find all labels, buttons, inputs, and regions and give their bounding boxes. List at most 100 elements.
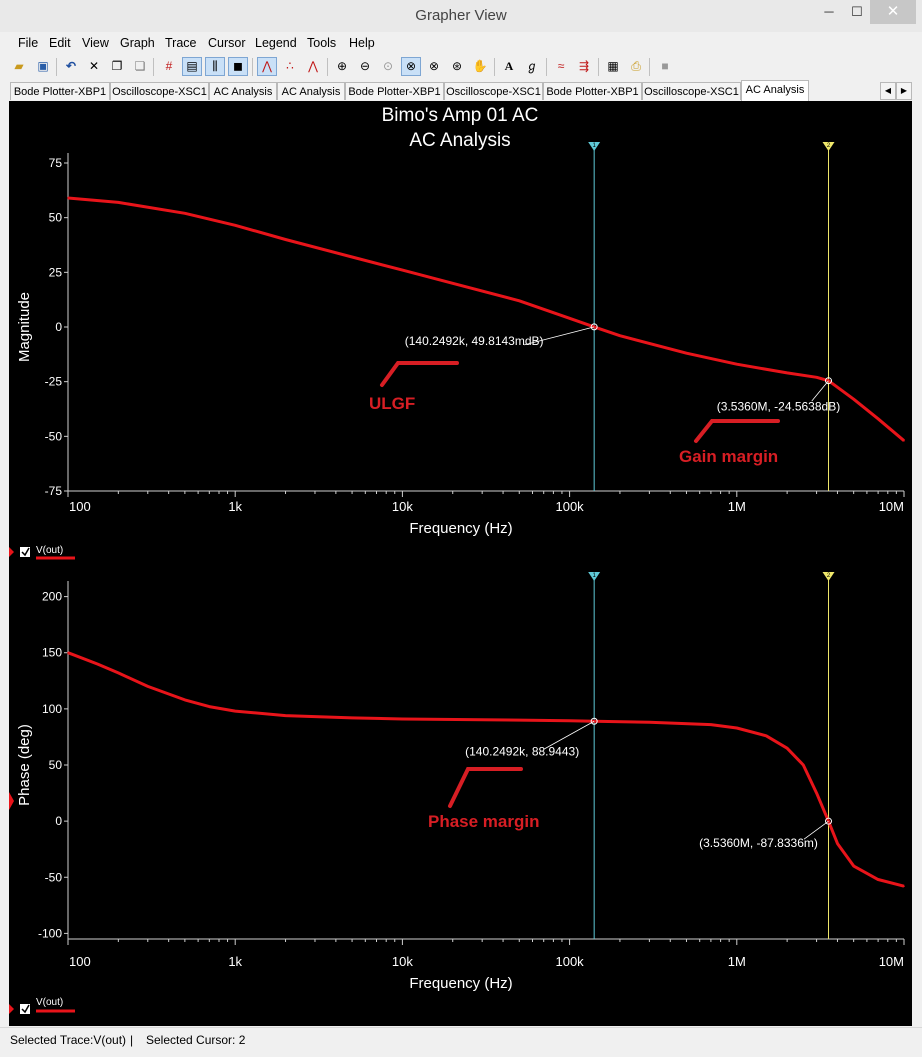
menu-legend[interactable]: Legend (255, 36, 297, 50)
cursor-2-handle-icon[interactable] (822, 142, 835, 151)
cursor-2-readout: (3.5360M, -24.5638dB) (717, 400, 840, 414)
menu-tools[interactable]: Tools (307, 36, 337, 50)
menu-trace[interactable]: Trace (165, 36, 197, 50)
trace-point (284, 238, 287, 241)
trace-point (401, 269, 404, 271)
legend-icon[interactable]: ▤ (182, 57, 202, 76)
menu-edit[interactable]: Edit (49, 36, 71, 50)
dark-background-icon[interactable]: ◼ (228, 57, 248, 76)
toolbar-separator (252, 58, 253, 76)
x-tick-label: 10k (392, 954, 413, 969)
legend-lower[interactable]: V(out) (9, 997, 75, 1014)
tab-ac-analysis-active[interactable]: AC Analysis (741, 80, 809, 101)
paste-icon[interactable]: ❏ (134, 59, 146, 73)
menu-view[interactable]: View (82, 36, 109, 50)
save-icon[interactable]: ▣ (37, 59, 49, 73)
trace-point (852, 865, 855, 867)
gain-margin-annotation: Gain margin (679, 447, 778, 466)
legend-checkbox[interactable] (20, 547, 30, 557)
tab-ac-analysis-1[interactable]: AC Analysis (209, 82, 277, 100)
trace-point (765, 735, 768, 737)
trace-vout[interactable] (67, 196, 905, 442)
phase-graph[interactable]: 200 150 100 50 0 -50 -100 100 1k 10k 100k 1M 10M Freq… (16, 572, 905, 992)
chart-title: Bimo's Amp 01 AC (382, 105, 539, 126)
print-icon[interactable]: ⎙ (631, 59, 641, 73)
cursor-1-handle-label: 1 (592, 143, 596, 149)
tab-oscilloscope-2[interactable]: Oscilloscope-XSC1 (444, 82, 543, 100)
tab-oscilloscope-3[interactable]: Oscilloscope-XSC1 (642, 82, 741, 100)
trace-point (568, 317, 571, 320)
x-tick-label: 100k (555, 954, 584, 969)
cursors-icon[interactable]: ⫼ (205, 57, 225, 76)
minimize-button[interactable]: ─ (824, 4, 834, 19)
tab-bar: Bode Plotter-XBP1 Oscilloscope-XSC1 AC A… (0, 80, 922, 101)
tab-ac-analysis-2[interactable]: AC Analysis (277, 82, 345, 100)
toolbar-separator (153, 58, 154, 76)
x-tick-label: 10M (879, 499, 904, 514)
zoom-full-icon[interactable]: ⊙ (382, 59, 394, 73)
y-tick-label: -50 (45, 870, 63, 884)
checkmark-icon (21, 1004, 30, 1014)
select-marks-icon[interactable]: ⇶ (578, 59, 590, 73)
zoom-x-icon[interactable]: ⊗ (401, 57, 421, 76)
y-axis-label: Magnitude (16, 292, 33, 362)
y-tick-label: 100 (42, 702, 62, 716)
maximize-button[interactable]: ☐ (851, 4, 863, 19)
tab-bode-plotter-2[interactable]: Bode Plotter-XBP1 (345, 82, 444, 100)
line-style-icon[interactable]: ⋀ (257, 57, 277, 76)
trace-point (401, 718, 404, 720)
trace-point (117, 672, 120, 674)
open-icon[interactable]: ▰ (14, 59, 24, 73)
stop-icon[interactable]: ■ (661, 59, 669, 73)
pan-icon[interactable]: ✋ (472, 59, 488, 73)
x-axis-label: Frequency (Hz) (409, 520, 512, 537)
trace-point (234, 710, 236, 712)
legend-checkbox[interactable] (20, 1004, 30, 1014)
zoom-out-icon[interactable]: ⊖ (359, 59, 371, 73)
close-button[interactable]: ✕ (870, 0, 916, 24)
ulgf-annotation-stroke (380, 361, 459, 387)
x-tick-label: 100 (69, 499, 91, 514)
tab-scroll-right-button[interactable]: ▶ (896, 82, 912, 100)
y-axis-label: Phase (deg) (16, 724, 33, 806)
toolbar: ▰ ▣ ↶ ✕ ❐ ❏ # ▤ ⫼ ◼ ⋀ ∴ ⋀ ⊕ ⊖ ⊙ ⊗ ⊗ ⊛ ✋ … (0, 54, 922, 81)
tab-oscilloscope-1[interactable]: Oscilloscope-XSC1 (110, 82, 209, 100)
delete-icon[interactable]: ✕ (88, 59, 100, 73)
toolbar-separator (546, 58, 547, 76)
zoom-y-icon[interactable]: ⊗ (428, 59, 440, 73)
export-icon[interactable]: ▦ (607, 59, 619, 73)
copy-icon[interactable]: ❐ (111, 59, 123, 73)
trace-point (852, 398, 855, 400)
undo-icon[interactable]: ↶ (65, 59, 77, 73)
zoom-in-icon[interactable]: ⊕ (336, 59, 348, 73)
tab-bode-plotter-1[interactable]: Bode Plotter-XBP1 (10, 82, 110, 100)
cursor-1-handle-icon[interactable] (588, 142, 601, 151)
dots-style-icon[interactable]: ∴ (286, 59, 294, 73)
trace-point (568, 719, 571, 722)
legend-label: V(out) (36, 545, 63, 556)
label-icon[interactable]: ℊ (525, 59, 538, 73)
magnitude-graph[interactable]: 75 50 25 0 -25 -50 -75 100 1k 10k 100k 1M 10M Frequen… (16, 142, 905, 537)
overlay-traces-icon[interactable]: ≈ (557, 59, 565, 73)
x-tick-label: 1M (728, 954, 746, 969)
cursor-1-handle-icon[interactable] (588, 572, 601, 581)
tab-scroll-left-button[interactable]: ◀ (880, 82, 896, 100)
cursor-2-handle-icon[interactable] (822, 572, 835, 581)
lines-dots-icon[interactable]: ⋀ (308, 59, 318, 73)
grid-icon[interactable]: # (165, 59, 173, 73)
trace-point (351, 256, 353, 258)
trace-point (67, 651, 69, 654)
y-tick-label: -100 (38, 926, 62, 940)
legend-upper[interactable]: V(out) (9, 545, 75, 560)
zoom-area-icon[interactable]: ⊛ (451, 59, 463, 73)
text-icon[interactable]: A (504, 59, 514, 73)
menu-help[interactable]: Help (349, 36, 375, 50)
trace-point (836, 842, 839, 845)
trace-point (815, 376, 818, 379)
menu-graph[interactable]: Graph (120, 36, 155, 50)
menu-cursor[interactable]: Cursor (208, 36, 246, 50)
menu-file[interactable]: File (18, 36, 39, 50)
tab-bode-plotter-3[interactable]: Bode Plotter-XBP1 (543, 82, 642, 100)
plot-area: 75 50 25 0 -25 -50 -75 100 1k 10k 100k 1M 10M Frequen… (9, 101, 912, 1026)
